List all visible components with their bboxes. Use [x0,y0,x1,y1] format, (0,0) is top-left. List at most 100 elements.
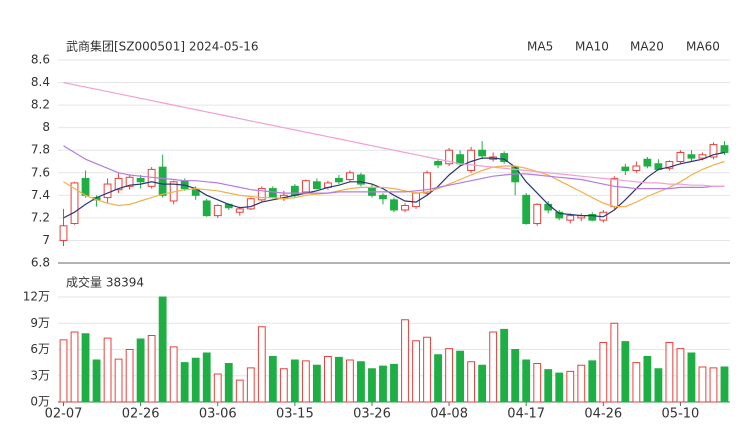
x-tick-label: 02-07 [45,407,83,422]
volume-bar [191,357,200,403]
volume-bar [92,359,101,403]
volume-bar [555,372,564,403]
candle-body [588,214,597,221]
volume-bar [412,340,420,403]
volume-bar [59,339,68,403]
volume-bar [158,296,167,403]
legend-label: MA5 [527,40,553,54]
volume-bar [335,356,343,403]
volume-bar [478,364,487,403]
volume-bar [687,352,696,403]
volume-bar [709,367,718,403]
x-tick-label: 03-26 [353,407,391,422]
candle-body [81,177,90,196]
candle-body [445,149,453,165]
legend-label: MA10 [575,40,609,54]
candle-body [434,161,442,166]
volume-bar [621,341,630,403]
volume-bar [423,336,431,403]
ma-line [63,151,725,219]
candle-body [312,181,321,190]
volume-bar [114,358,123,403]
volume-bar [511,349,520,403]
volume-bar [103,337,112,403]
volume-bar [346,359,354,403]
candle-body [621,166,630,172]
volume-bar [136,338,145,403]
y-tick-label: 7.8 [31,143,50,157]
candle-body [235,208,244,213]
candle-body [610,177,619,208]
volume-bar [456,350,465,403]
y-tick-label: 8 [42,120,50,134]
y-tick-label: 7.4 [31,188,50,202]
volume-bar [489,331,498,403]
candle-body [709,144,718,158]
candle-body [676,151,685,163]
candle-body [191,189,200,196]
y-tick-label: 7.6 [31,165,50,179]
volume-bar [357,361,365,403]
candle-body [401,204,409,211]
volume-bar [268,356,277,403]
volume-bar [676,348,685,403]
candle-body [335,177,343,183]
candle-body [544,203,553,211]
candle-body [246,198,255,210]
candle-body [202,200,211,217]
volume-bar [588,360,597,403]
y-tick-label: 8.4 [31,75,50,89]
volume-bar [467,361,476,403]
candle-body [158,166,167,196]
volume-bar [257,326,266,403]
candle-body [390,199,398,211]
volume-bar [445,348,453,403]
chart-title: 武商集团[SZ000501] 2024-05-16 [66,39,259,54]
candle-body [136,177,145,183]
volume-bar [235,379,244,403]
y-tick-label: 7 [42,233,50,247]
candle-body [257,188,266,201]
volume-bar [379,365,387,403]
x-tick-label: 04-26 [584,407,622,422]
candle-body [478,149,487,157]
candle-body [412,192,420,208]
candle-body [301,180,310,193]
candle-body [268,188,277,199]
candle-body [665,161,674,169]
volume-bar [566,370,575,403]
candle-body [643,158,652,167]
volume-bar [224,363,233,403]
y-tick-label: 9万 [30,316,50,330]
volume-bar [643,356,652,403]
y-tick-label: 6.8 [31,256,50,270]
volume-bar [368,368,376,403]
volume-bar [312,364,321,403]
y-tick-label: 0万 [30,395,50,409]
candle-body [125,176,134,187]
candle-body [213,204,222,217]
volume-bar [665,342,674,403]
x-tick-label: 03-15 [276,407,314,422]
ma-line [63,82,725,187]
volume-bar [213,373,222,403]
volume-bar [81,333,90,403]
volume-bar [610,322,619,403]
volume-bar [698,366,707,403]
volume-bar [533,363,542,403]
volume-bar [169,346,178,403]
volume-bar [500,328,509,403]
candle-body [114,177,123,191]
candle-body [522,194,531,225]
volume-bar [125,349,134,403]
candle-body [720,145,729,153]
x-tick-label: 04-08 [430,407,468,422]
candle-body [290,185,299,196]
volume-bar [279,368,288,403]
candle-body [566,215,575,221]
candle-body [103,183,112,199]
volume-bar [522,359,531,403]
candle-body [632,165,641,172]
volume-bar [147,335,156,403]
candle-body [423,172,431,194]
